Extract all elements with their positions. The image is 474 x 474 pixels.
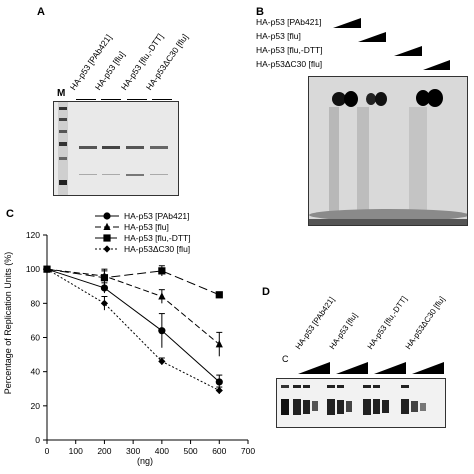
panel-b-wedge-4 [423,60,450,70]
panel-b-row-label-1: HA-p53 [PAb421] [256,17,322,27]
series-line-2 [46,268,220,345]
x-tick-label-4: 400 [155,446,169,456]
panel-b-letter: B [256,6,264,18]
panel-a-gel-image [58,102,168,195]
legend-marker-3 [103,234,111,242]
series-line-4 [46,268,220,391]
panel-b-gel-image [309,77,467,225]
panel-d-letter: D [262,286,270,298]
panel-b-row-label-2: HA-p53 [flu] [256,31,301,41]
panel-b-row-label-3: HA-p53 [flu,-DTT] [256,45,323,55]
panel-d-control-label: C [282,354,289,364]
panel-b-wedge-2 [358,32,386,42]
y-tick-label-4: 80 [31,298,41,308]
point-2-4 [215,340,223,348]
point-1-4 [215,378,223,386]
point-3-2 [100,274,109,282]
y-tick-label-5: 100 [26,264,40,274]
y-tick-label-6: 120 [26,230,40,240]
y-tick-label-3: 60 [31,333,41,343]
panel-c-letter: C [6,208,14,220]
series-line-1 [46,268,220,383]
point-2-3 [158,292,166,300]
x-tick-label-6: 600 [212,446,226,456]
x-tick-label-2: 200 [97,446,111,456]
panel-b-row-label-4: HA-p53ΔC30 [flu] [256,59,323,69]
legend-label-2: HA-p53 [flu] [124,222,169,232]
x-tick-label-5: 500 [183,446,197,456]
panel-d-lane-label-3: HA-p53 [flu,-DTT] [365,294,409,351]
legend-marker-1 [103,212,111,220]
panel-b-wedge-3 [394,46,422,56]
panel-a-lane-bar-3 [127,99,147,101]
panel-d-wedge-4 [412,362,444,374]
panel-b-wedges [333,18,450,70]
panel-a-marker-label: M [57,88,66,99]
x-tick-label-3: 300 [126,446,140,456]
x-tick-label-7: 700 [241,446,255,456]
point-4-4 [215,386,223,395]
legend-marker-2 [103,222,111,230]
point-3-3 [158,267,166,275]
x-tick-label-0: 0 [45,446,50,456]
panel-d-wedge-1 [298,362,330,374]
panel-a-lane-bar-2 [101,99,121,101]
panel-c-xlabel: (ng) [137,456,154,466]
replication-chart: 0 20 40 60 80 100 120 0 100 200 300 400 500 600 700 HA-… [26,211,256,456]
panel-d-wedges [298,362,444,374]
panel-a-lane-bar-4 [152,99,172,101]
panel-a-lane-bar-1 [76,99,96,101]
y-tick-label-0: 0 [35,435,40,445]
y-tick-label-2: 40 [31,367,41,377]
x-tick-label-1: 100 [69,446,83,456]
panel-d-gel-image [281,385,426,415]
panel-d-wedge-3 [374,362,406,374]
legend-marker-4 [103,245,111,253]
panel-d-gel [276,378,446,428]
panel-a-letter: A [37,6,45,18]
panel-d-wedge-2 [336,362,368,374]
panel-b-gel [308,76,468,226]
panel-b-wedge-1 [333,18,361,28]
panel-d-lane-label-2: HA-p53 [flu] [327,311,360,351]
panel-a-gel [53,101,179,196]
point-1-3 [158,327,166,335]
panel-d-lane-label-4: HA-p53ΔC30 [flu] [403,294,447,351]
legend-label-1: HA-p53 [PAb421] [124,211,190,221]
legend-label-4: HA-p53ΔC30 [flu] [124,244,190,254]
legend-label-3: HA-p53 [flu,-DTT] [124,233,191,243]
point-3-4 [215,291,223,299]
series-line-3 [46,268,220,296]
point-1-2 [100,284,109,292]
point-4-2 [100,299,109,307]
y-tick-label-1: 20 [31,401,41,411]
